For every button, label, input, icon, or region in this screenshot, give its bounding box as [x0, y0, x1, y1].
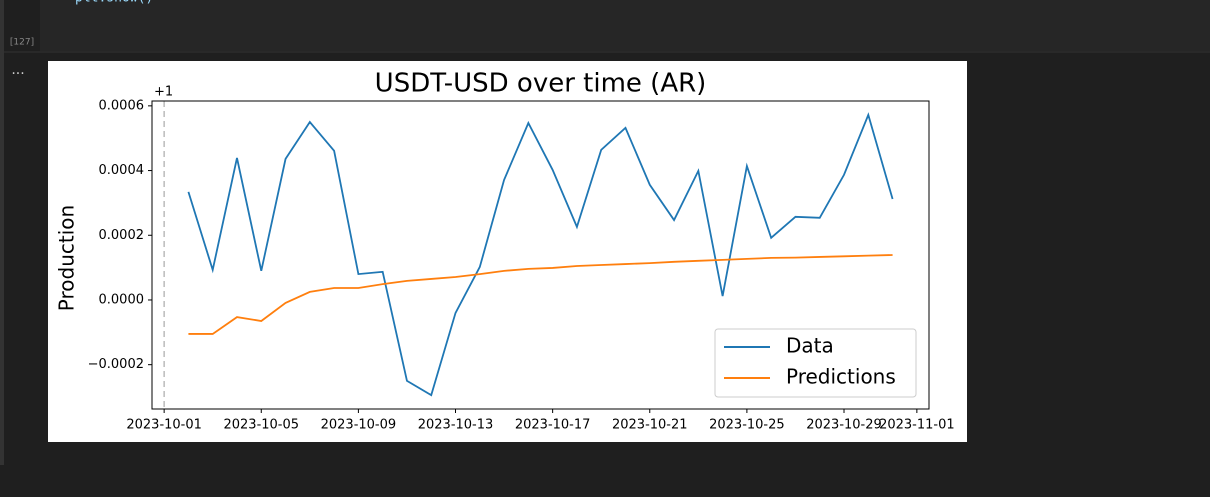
code-cell[interactable] — [40, 0, 1210, 51]
x-tick-label: 2023-10-01 — [126, 418, 202, 433]
y-tick-label: −0.0002 — [88, 357, 144, 372]
x-tick-label: 2023-10-05 — [223, 418, 299, 433]
chart-title: USDT-USD over time (AR) — [375, 69, 707, 99]
offset-label: +1 — [154, 85, 173, 100]
x-tick-label: 2023-10-13 — [418, 418, 494, 433]
x-tick-label: 2023-11-01 — [879, 418, 955, 433]
x-tick-label: 2023-10-09 — [321, 418, 397, 433]
plot: USDT-USD over time (AR) Production +1 −0.00… — [55, 69, 955, 433]
output-toggle[interactable]: ... — [11, 62, 24, 78]
x-tick-label: 2023-10-21 — [612, 418, 688, 433]
axes-frame — [151, 100, 930, 410]
data-line — [187, 112, 894, 397]
cell-bar — [0, 0, 4, 465]
x-tick-label: 2023-10-25 — [709, 418, 785, 433]
y-tick-label: 0.0000 — [99, 292, 145, 307]
legend-label: Predictions — [786, 365, 896, 389]
data-line — [188, 254, 893, 335]
y-axis-label: Production — [55, 205, 79, 311]
y-tick-label: 0.0002 — [99, 228, 145, 243]
legend-label: Data — [786, 334, 834, 358]
x-tick-label: 2023-10-17 — [515, 418, 591, 433]
execution-count: [127] — [10, 38, 34, 48]
y-tick-label: 0.0006 — [99, 98, 145, 113]
y-tick-label: 0.0004 — [99, 163, 145, 178]
x-tick-label: 2023-10-29 — [806, 418, 882, 433]
code-text: plt.show() — [75, 0, 153, 6]
